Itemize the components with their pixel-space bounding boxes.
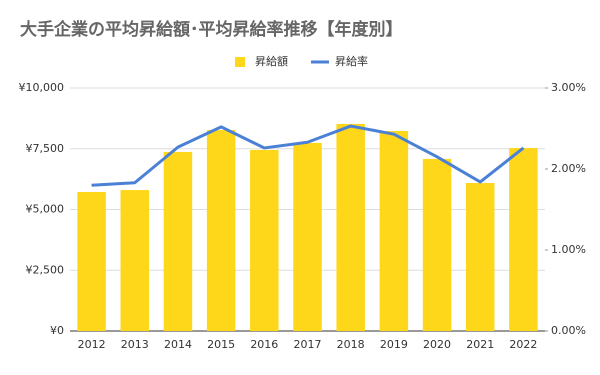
bar — [465, 183, 495, 331]
bar — [120, 190, 150, 331]
line — [91, 124, 525, 187]
x-tick-label: 2016 — [250, 338, 278, 351]
bar — [206, 130, 236, 331]
y-tick-label: ¥7,500 — [26, 142, 65, 155]
x-tick-label: 2018 — [337, 338, 365, 351]
x-tick-label: 2019 — [380, 338, 408, 351]
bar — [163, 151, 193, 331]
legend-swatch — [235, 57, 245, 67]
y2-tick-label: 2.00% — [551, 162, 586, 175]
x-tick-label: 2012 — [78, 338, 106, 351]
bar — [336, 123, 365, 332]
legend-label: 昇給額 — [255, 54, 288, 68]
y2-tick-label: 3.00% — [551, 81, 586, 94]
x-tick-label: 2022 — [509, 338, 537, 351]
x-tick-label: 2013 — [121, 338, 149, 351]
y-tick-label: ¥5,000 — [26, 203, 65, 216]
y-tick-label: ¥2,500 — [26, 263, 65, 276]
x-tick-label: 2014 — [164, 338, 192, 351]
legend-label: 昇給率 — [335, 54, 368, 68]
y-tick-label: ¥0 — [50, 324, 64, 337]
y2-tick-label: 1.00% — [551, 243, 586, 256]
y2-tick-label: 0.00% — [551, 324, 586, 337]
bar — [509, 148, 538, 331]
bar — [293, 142, 322, 331]
y-tick-label: ¥10,000 — [19, 81, 65, 94]
x-tick-label: 2021 — [466, 338, 494, 351]
bar — [379, 131, 409, 331]
x-tick-label: 2015 — [207, 338, 235, 351]
x-tick-label: 2017 — [294, 338, 322, 351]
bar — [422, 158, 452, 331]
chart-title: 大手企業の平均昇給額･平均昇給率推移【年度別】 — [20, 19, 403, 40]
bar — [77, 192, 106, 331]
bar — [250, 149, 279, 331]
x-tick-label: 2020 — [423, 338, 451, 351]
